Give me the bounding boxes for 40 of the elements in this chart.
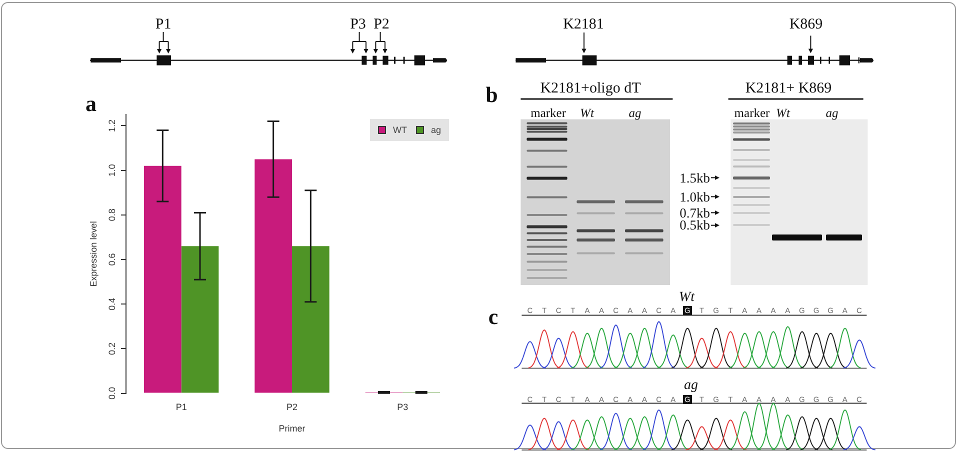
y-tick-label: 0.2 — [107, 342, 118, 355]
text: K869 — [789, 16, 823, 32]
text: Wt — [678, 290, 694, 306]
text: c — [488, 304, 498, 329]
y-axis-title: Expression level — [88, 221, 98, 287]
text: marker — [530, 106, 566, 120]
text: P1 — [155, 16, 172, 32]
text: 1.0kb — [680, 188, 710, 204]
y-tick-label: 0.0 — [107, 387, 118, 400]
text: 0.7kb — [680, 204, 710, 220]
text: ag — [826, 106, 838, 120]
y-tick-label: 0.8 — [107, 208, 118, 222]
legend-label: WT — [393, 125, 407, 135]
text: K2181+ K869 — [745, 80, 832, 96]
bar — [254, 159, 292, 393]
y-tick-label: 0.6 — [107, 253, 118, 266]
bar — [181, 246, 219, 393]
text: Wt — [580, 106, 594, 120]
x-tick-label: P3 — [397, 402, 408, 412]
text: 0.5kb — [680, 218, 710, 233]
y-tick-label: 1.2 — [107, 119, 118, 132]
text: b — [486, 82, 498, 107]
text: P3 — [350, 16, 366, 32]
x-axis-title: Primer — [278, 423, 306, 434]
text: ag — [684, 378, 698, 393]
y-tick-label: 1.0 — [107, 164, 118, 177]
y-tick-label: 0.4 — [107, 298, 118, 310]
bar — [292, 246, 330, 393]
x-tick-label: P1 — [176, 402, 187, 412]
text: ag — [628, 106, 642, 120]
text: P2 — [374, 16, 390, 32]
bar — [144, 166, 182, 393]
text: marker — [734, 106, 770, 120]
text: K2181+oligo dT — [540, 80, 641, 96]
text: a — [86, 91, 96, 116]
x-tick-label: P2 — [286, 402, 298, 412]
text: Wt — [776, 106, 790, 120]
text: K2181 — [563, 16, 604, 32]
text: 1.5kb — [680, 170, 710, 185]
legend-label: ag — [431, 125, 442, 135]
